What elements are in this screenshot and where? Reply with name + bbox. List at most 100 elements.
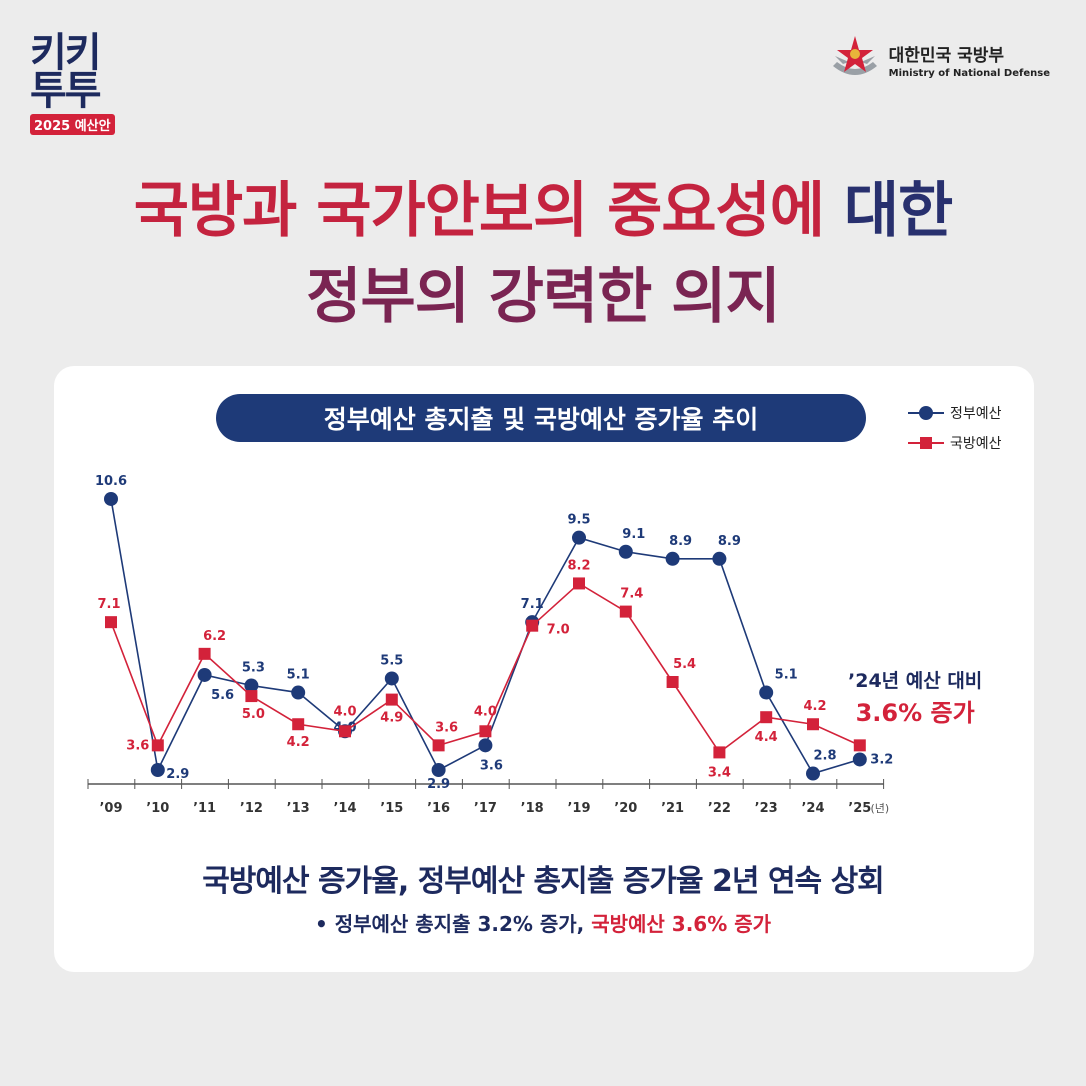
gov-data-point: [759, 685, 774, 700]
def-data-point: [245, 690, 258, 703]
gov-data-label: 8.9: [669, 534, 692, 549]
gov-data-point: [712, 551, 727, 566]
def-data-point: [198, 647, 211, 660]
x-tick-label: ’25: [848, 801, 871, 816]
gov-data-label: 2.8: [813, 749, 836, 764]
bullet-prefix: • 정부예산 총지출 3.2% 증가,: [314, 912, 592, 936]
gov-data-label: 2.9: [166, 767, 189, 782]
chart-title-pill: 정부예산 총지출 및 국방예산 증가율 추이: [216, 394, 866, 442]
def-data-point: [292, 718, 305, 731]
line-chart: ’09 ’10 ’11 ’12 ’13 ’14 ’15 ’16 ’17 ’18 ’19 ’20 ’21 ’…: [87, 474, 893, 816]
def-data-point: [339, 725, 351, 738]
x-tick-label: ’21: [661, 801, 684, 816]
def-data-label: 4.2: [287, 735, 310, 750]
x-axis-unit: (년): [870, 802, 889, 815]
increase-note: ’24년 예산 대비 3.6% 증가: [848, 666, 982, 728]
gov-data-point: [104, 491, 118, 506]
x-tick-label: ’10: [146, 801, 169, 816]
def-data-label: 8.2: [567, 558, 590, 573]
summary-text: 국방예산 증가율, 정부예산 총지출 증가율 2년 연속 상회: [202, 864, 885, 899]
headline-line-2: 정부의 강력한 의지: [306, 262, 780, 332]
legend-item-gov: 정부예산: [908, 398, 1002, 428]
def-data-label: 5.0: [242, 707, 265, 722]
x-tick-label: ’11: [193, 801, 216, 816]
def-data-label: 4.9: [380, 711, 403, 726]
def-data-label: 6.2: [203, 629, 226, 644]
gov-data-label: 9.1: [622, 527, 645, 542]
headline-line-1b: 대한: [843, 176, 953, 246]
def-data-point: [432, 739, 445, 752]
def-data-point: [105, 616, 117, 629]
gov-data-label: 7.1: [521, 597, 544, 612]
def-data-label: 4.0: [474, 704, 497, 719]
x-tick-label: ’17: [474, 801, 497, 816]
def-data-point: [526, 619, 539, 632]
def-data-label: 4.4: [755, 730, 778, 745]
def-data-point: [479, 725, 492, 738]
x-tick-label: ’18: [521, 801, 544, 816]
x-tick-label: ’14: [333, 801, 356, 816]
gov-data-label: 10.6: [95, 474, 127, 489]
legend-label-def: 국방예산: [950, 436, 1002, 452]
ministry-name-ko: 대한민국 국방부: [888, 46, 1005, 66]
increase-note-line-1: ’24년 예산 대비: [848, 670, 983, 692]
headline-line-1a: 국방과 국가안보의 중요성에: [133, 176, 844, 246]
gov-data-point: [150, 763, 165, 777]
def-data-label: 4.0: [333, 704, 356, 719]
legend-item-def: 국방예산: [908, 428, 1002, 458]
logo-line-1: 키키: [30, 30, 102, 76]
x-tick-label: ’23: [755, 801, 778, 816]
ministry-emblem-icon: [832, 36, 877, 75]
legend-square-marker-icon: [908, 437, 944, 449]
def-data-label: 7.0: [547, 623, 570, 638]
def-data-label: 7.1: [97, 597, 120, 612]
gov-data-point: [291, 685, 306, 700]
gov-data-label: 5.5: [380, 653, 403, 668]
logo-line-2: 투투: [30, 68, 102, 114]
legend-circle-marker-icon: [908, 406, 944, 420]
gov-data-label: 8.9: [718, 534, 741, 549]
headline-line-1: 국방과 국가안보의 중요성에 대한: [0, 168, 1086, 254]
legend-label-gov: 정부예산: [950, 406, 1002, 422]
x-tick-label: ’20: [614, 801, 637, 816]
gov-data-point: [618, 544, 633, 559]
x-tick-label: ’24: [801, 801, 824, 816]
chart-legend: 정부예산 국방예산: [908, 398, 1002, 458]
x-tick-label: ’09: [99, 801, 122, 816]
def-data-point: [807, 718, 819, 731]
gov-data-point: [244, 678, 259, 693]
def-data-label: 3.6: [126, 738, 149, 753]
gov-data-point: [806, 766, 820, 781]
x-tick-label: ’22: [708, 801, 731, 816]
gov-data-point: [572, 530, 586, 545]
gov-data-point: [431, 763, 446, 777]
x-tick-label: ’15: [380, 801, 403, 816]
gov-data-label: 3.6: [480, 758, 503, 773]
def-data-point: [385, 693, 398, 706]
def-data-label: 5.4: [673, 657, 696, 672]
increase-note-line-2: 3.6% 증가: [855, 699, 975, 727]
summary-bullet: • 정부예산 총지출 3.2% 증가, 국방예산 3.6% 증가: [0, 908, 1086, 937]
gov-data-point: [665, 551, 680, 566]
ministry-name-en: Ministry of National Defense: [888, 68, 1050, 79]
gov-data-label: 5.6: [211, 688, 234, 703]
kiki-tutu-logo: 키키 투투 2025 예산안: [30, 30, 122, 135]
gov-data-label: 5.3: [242, 661, 265, 676]
gov-data-point: [852, 752, 867, 767]
logo-tag: 2025 예산안: [30, 114, 115, 135]
bullet-highlight: 국방예산 3.6% 증가: [591, 912, 772, 936]
gov-data-point: [384, 671, 399, 686]
x-tick-label: ’12: [240, 801, 263, 816]
x-tick-label: ’16: [427, 801, 450, 816]
gov-data-point: [478, 738, 493, 753]
def-data-label: 3.4: [708, 765, 731, 780]
def-data-point: [151, 739, 164, 752]
def-data-label: 4.2: [803, 699, 826, 714]
chart-card: [54, 366, 1034, 972]
gov-data-label: 5.1: [287, 668, 310, 683]
headline: 국방과 국가안보의 중요성에 대한 정부의 강력한 의지: [0, 168, 1086, 340]
gov-data-label: 5.1: [775, 668, 798, 683]
def-data-point: [853, 739, 866, 752]
def-data-point: [666, 676, 679, 688]
gov-data-point: [197, 667, 212, 682]
